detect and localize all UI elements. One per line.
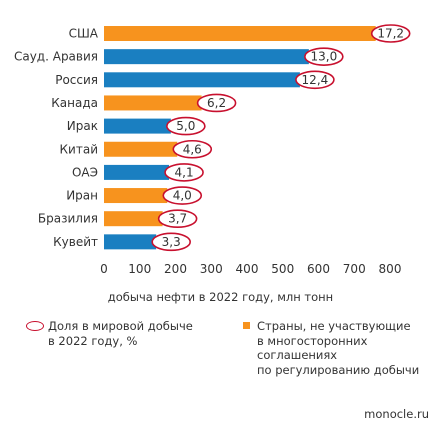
bar: [104, 118, 171, 134]
x-axis-title: добыча нефти в 2022 году, млн тонн: [107, 290, 334, 304]
legend-non-participant-label: Страны, не участвующие в многосторонних …: [257, 319, 420, 377]
share-label: 6,2: [207, 96, 226, 110]
category-label: США: [69, 27, 99, 41]
x-tick-label: 400: [236, 262, 259, 276]
bar: [104, 211, 163, 227]
category-label: ОАЭ: [72, 165, 98, 179]
bar: [104, 164, 170, 180]
oil-production-chart: США 17,2 Сауд. Аравия 13,0 Россия 12,4 Канада 6…: [14, 24, 411, 276]
source-credit: monocle.ru: [364, 407, 429, 421]
category-label: Россия: [55, 73, 98, 87]
x-tick-label: 200: [164, 262, 187, 276]
x-tick-label: 700: [343, 262, 366, 276]
x-tick-label: 500: [271, 262, 294, 276]
share-label: 12,4: [302, 73, 329, 87]
bar: [104, 141, 178, 157]
share-oval: [295, 70, 335, 90]
x-tick-label: 0: [100, 262, 108, 276]
x-tick-label: 100: [128, 262, 151, 276]
share-label: 17,2: [377, 27, 404, 41]
x-tick-label: 300: [200, 262, 223, 276]
share-label: 3,7: [168, 212, 187, 226]
bar: [104, 95, 202, 111]
legend-share: Доля в мировой добыче в 2022 году, %: [26, 319, 226, 348]
legend-share-label: Доля в мировой добыче в 2022 году, %: [48, 319, 193, 348]
x-tick-label: 800: [379, 262, 402, 276]
bar: [104, 49, 309, 65]
share-oval: [304, 47, 344, 66]
category-label: Канада: [51, 96, 98, 110]
category-label: Китай: [60, 142, 98, 156]
share-label: 5,0: [176, 119, 195, 133]
share-label: 13,0: [310, 50, 337, 64]
share-oval: [162, 186, 203, 205]
share-oval: [196, 93, 237, 113]
share-label: 3,3: [162, 235, 181, 249]
share-oval: [166, 116, 206, 136]
bar: [104, 188, 168, 204]
category-label: Иран: [66, 189, 98, 203]
share-oval: [172, 139, 213, 159]
share-label: 4,0: [173, 189, 192, 203]
bar: [104, 26, 376, 41]
share-oval: [370, 24, 411, 43]
bar: [104, 72, 300, 88]
share-oval: [164, 163, 204, 182]
share-label: 4,1: [175, 165, 194, 179]
x-tick-label: 600: [307, 262, 330, 276]
category-label: Бразилия: [38, 212, 98, 226]
legend-orange-square-icon: [243, 322, 250, 329]
category-label: Кувейт: [53, 235, 98, 249]
legend-non-participant: Страны, не участвующие в многосторонних …: [241, 319, 431, 377]
legend-oval-icon: [26, 321, 44, 331]
category-label: Ирак: [67, 119, 98, 133]
bar: [104, 234, 157, 250]
share-oval: [151, 232, 191, 252]
share-label: 4,6: [183, 142, 202, 156]
category-label: Сауд. Аравия: [14, 50, 98, 64]
share-oval: [157, 209, 198, 228]
